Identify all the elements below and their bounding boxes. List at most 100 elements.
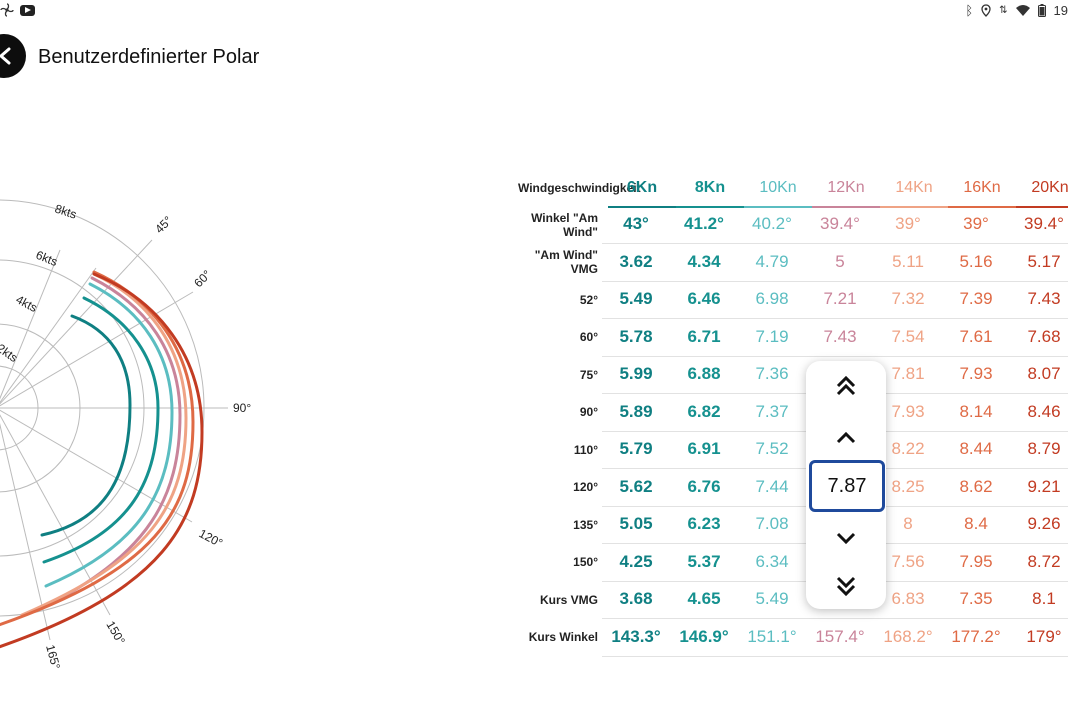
table-cell[interactable]: 5.79 [619, 439, 653, 459]
table-cell[interactable]: 6.46 [687, 289, 721, 309]
table-cell[interactable]: 7.37 [755, 401, 789, 421]
table-cell[interactable]: 5.89 [619, 401, 653, 421]
table-cell[interactable]: 6.23 [687, 514, 721, 534]
table-row: 110° 5.79 6.91 7.52 8.22 8.44 8.79 [518, 431, 1068, 469]
table-cell[interactable]: 5.62 [619, 476, 653, 496]
table-cell[interactable]: 39° [963, 214, 989, 234]
table-cell[interactable]: 7.93 [959, 364, 993, 384]
table-cell[interactable]: 151.1° [747, 626, 797, 646]
table-cell[interactable]: 7.35 [959, 589, 993, 609]
double-chevron-up-icon [836, 375, 856, 396]
table-cell[interactable]: 143.3° [611, 626, 661, 646]
table-cell[interactable]: 7.43 [823, 326, 857, 346]
table-cell[interactable]: 5.78 [619, 326, 653, 346]
row-label: Winkel "Am Wind" [531, 210, 598, 239]
table-cell[interactable]: 7.08 [755, 514, 789, 534]
table-cell[interactable]: 39° [895, 214, 921, 234]
increment-large-button[interactable] [806, 366, 886, 406]
table-cell[interactable]: 8.4 [964, 514, 988, 534]
column-header: 10Kn [744, 170, 812, 208]
table-cell[interactable]: 3.62 [619, 251, 653, 271]
table-cell[interactable]: 8.79 [1027, 439, 1061, 459]
table-cell[interactable]: 6.82 [687, 401, 721, 421]
stepper-value[interactable]: 7.87 [809, 460, 885, 512]
table-cell[interactable]: 6.34 [755, 551, 789, 571]
table-cell[interactable]: 7.52 [755, 439, 789, 459]
table-cell[interactable]: 8.44 [959, 439, 993, 459]
table-cell[interactable]: 4.25 [619, 551, 653, 571]
table-cell[interactable]: 168.2° [883, 626, 933, 646]
table-cell[interactable]: 5.11 [892, 251, 924, 271]
table-cell[interactable]: 8.1 [1032, 589, 1056, 609]
table-cell[interactable]: 157.4° [815, 626, 865, 646]
table-cell[interactable]: 146.9° [679, 626, 729, 646]
table-cell[interactable]: 43° [623, 214, 649, 234]
table-cell[interactable]: 6.76 [687, 476, 721, 496]
table-cell[interactable]: 7.95 [959, 551, 993, 571]
table-cell[interactable]: 5.99 [619, 364, 653, 384]
table-cell[interactable]: 6.98 [755, 289, 789, 309]
table-cell[interactable]: 6.91 [687, 439, 721, 459]
table-row: Kurs VMG 3.68 4.65 5.49 6.83 7.35 8.1 [518, 581, 1068, 619]
table-cell[interactable]: 5.49 [619, 289, 653, 309]
table-cell[interactable]: 5.05 [619, 514, 653, 534]
table-cell[interactable]: 7.43 [1027, 289, 1061, 309]
double-chevron-down-icon [836, 576, 856, 597]
bluetooth-icon: ᛒ [965, 3, 974, 18]
table-cell[interactable]: 8.25 [891, 476, 925, 496]
polar-curve-20kn [0, 272, 204, 649]
decrement-large-button[interactable] [806, 566, 886, 606]
table-cell[interactable]: 3.68 [619, 589, 653, 609]
table-cell[interactable]: 7.93 [891, 401, 925, 421]
back-button[interactable] [0, 34, 26, 78]
table-cell[interactable]: 8 [903, 514, 913, 534]
table-cell[interactable]: 7.21 [823, 289, 857, 309]
table-cell[interactable]: 40.2° [752, 214, 792, 234]
table-cell[interactable]: 8.22 [891, 439, 925, 459]
angle-label-45: 45° [152, 213, 175, 236]
table-cell[interactable]: 9.21 [1027, 476, 1061, 496]
table-cell[interactable]: 8.46 [1027, 401, 1061, 421]
table-cell[interactable]: 5 [835, 251, 845, 271]
table-cell[interactable]: 7.54 [891, 326, 925, 346]
table-cell[interactable]: 7.36 [755, 364, 789, 384]
chevron-down-icon [836, 532, 856, 545]
table-cell[interactable]: 7.61 [959, 326, 993, 346]
table-cell[interactable]: 179° [1026, 626, 1062, 646]
table-cell[interactable]: 4.65 [687, 589, 721, 609]
angle-label-60: 60° [191, 267, 214, 290]
table-cell[interactable]: 6.83 [891, 589, 925, 609]
table-cell[interactable]: 6.71 [687, 326, 721, 346]
table-row: 120° 5.62 6.76 7.44 8.25 8.62 9.21 [518, 469, 1068, 507]
table-cell[interactable]: 5.16 [959, 251, 993, 271]
table-cell[interactable]: 7.56 [891, 551, 925, 571]
table-cell[interactable]: 7.19 [755, 326, 789, 346]
table-cell[interactable]: 39.4° [820, 214, 860, 234]
table-cell[interactable]: 5.49 [755, 589, 789, 609]
table-cell[interactable]: 7.81 [891, 364, 925, 384]
table-cell[interactable]: 5.17 [1027, 251, 1061, 271]
table-cell[interactable]: 4.79 [755, 251, 789, 271]
table-cell[interactable]: 6.88 [687, 364, 721, 384]
angle-label-150: 150° [103, 619, 128, 648]
table-cell[interactable]: 7.44 [755, 476, 789, 496]
table-cell[interactable]: 8.14 [959, 401, 993, 421]
table-cell[interactable]: 8.62 [959, 476, 993, 496]
table-cell[interactable]: 8.07 [1027, 364, 1061, 384]
table-cell[interactable]: 5.37 [687, 551, 721, 571]
table-cell[interactable]: 7.32 [891, 289, 925, 309]
table-cell[interactable]: 7.68 [1027, 326, 1061, 346]
table-cell[interactable]: 41.2° [684, 214, 724, 234]
table-cell[interactable]: 7.39 [959, 289, 993, 309]
row-label: 110° [573, 442, 598, 457]
table-cell[interactable]: 39.4° [1024, 214, 1064, 234]
polar-curve-10kn [44, 282, 174, 588]
table-cell[interactable]: 4.34 [687, 251, 721, 271]
table-cell[interactable]: 8.72 [1027, 551, 1061, 571]
table-cell[interactable]: 9.26 [1027, 514, 1061, 534]
table-cell[interactable]: 177.2° [951, 626, 1001, 646]
table-row: 135° 5.05 6.23 7.08 8 8.4 9.26 [518, 506, 1068, 544]
increment-button[interactable] [806, 418, 886, 458]
decrement-button[interactable] [806, 518, 886, 558]
location-icon [981, 4, 991, 17]
